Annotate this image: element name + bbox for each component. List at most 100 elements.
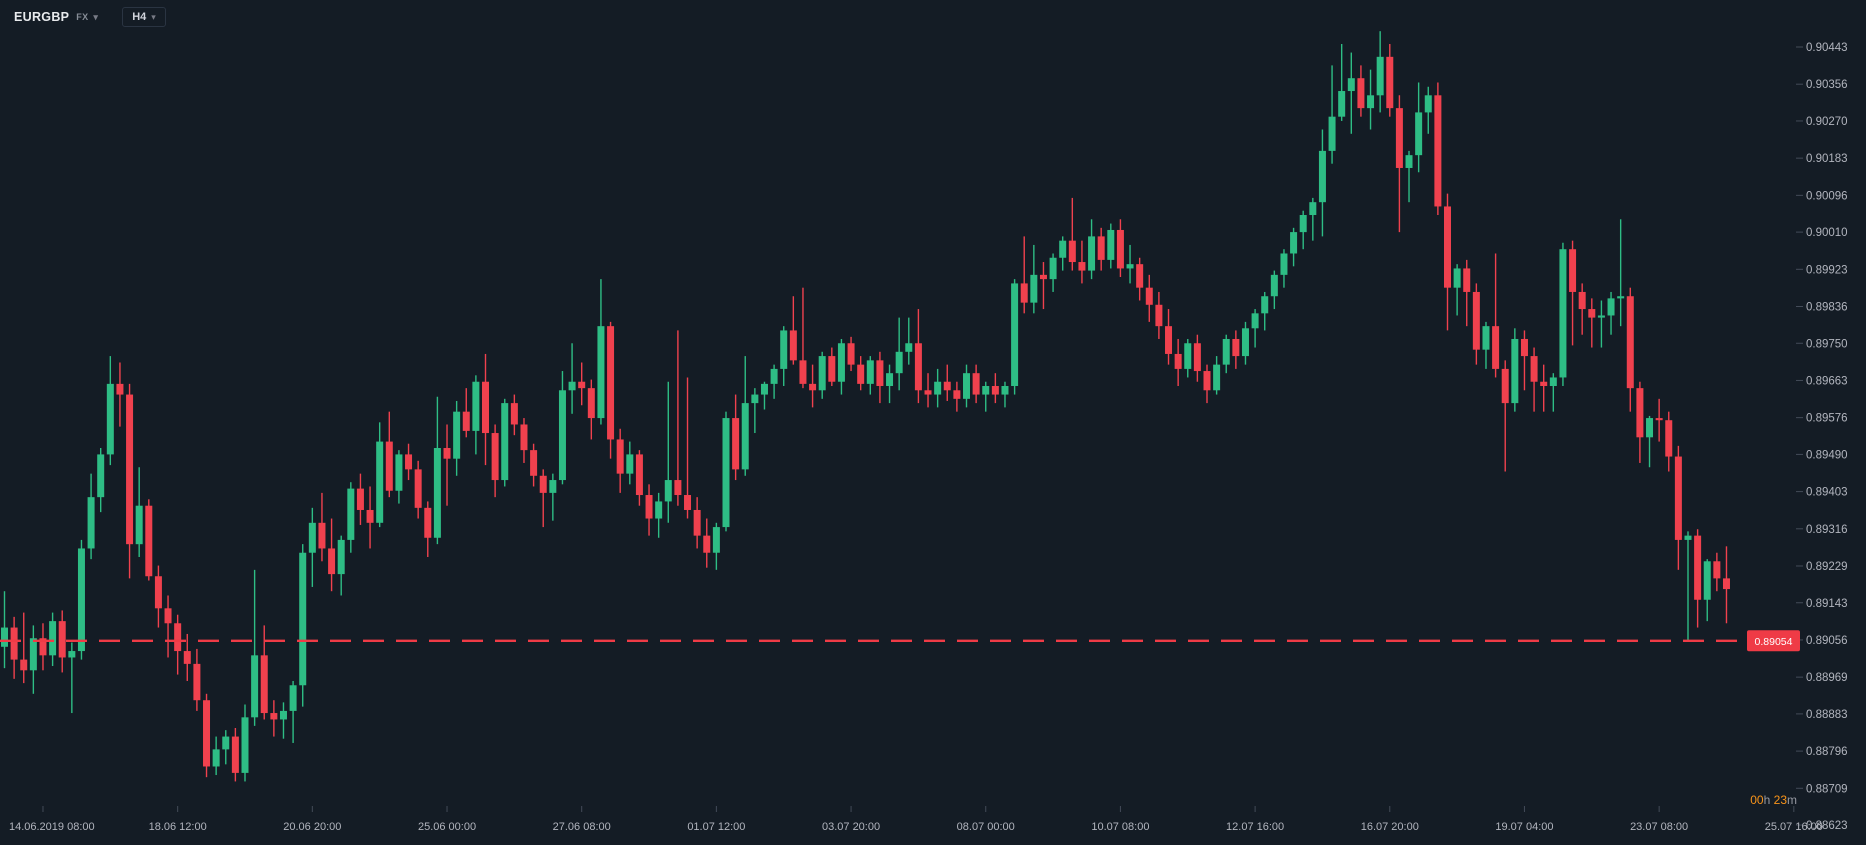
countdown-minutes-unit: m <box>1787 793 1797 807</box>
candle-body <box>1270 274 1278 297</box>
time-axis-label: 18.06 12:00 <box>149 821 207 833</box>
candle-body <box>1395 108 1403 168</box>
candle-body <box>145 505 153 577</box>
candle-body <box>818 356 826 391</box>
candle-body <box>1578 291 1586 310</box>
candle-body <box>116 383 124 395</box>
candle-body <box>1415 112 1423 156</box>
candle-body <box>424 507 432 538</box>
candle-body <box>1520 338 1528 357</box>
candle-body <box>770 368 778 384</box>
candle-body <box>1078 262 1086 271</box>
candle-body <box>491 433 499 481</box>
candle-body <box>1367 95 1375 109</box>
candle-body <box>1001 386 1009 395</box>
candle-body <box>1703 561 1711 600</box>
candle-body <box>1453 268 1461 288</box>
candle-body <box>568 381 576 391</box>
candle-body <box>501 403 509 481</box>
candle-body <box>1444 206 1451 288</box>
candle-body <box>453 411 461 459</box>
candle-body <box>1 627 8 647</box>
candle-body <box>1059 240 1067 258</box>
candle-body <box>607 326 615 440</box>
candle-body <box>1463 268 1471 292</box>
candle-body <box>97 454 105 498</box>
candle-body <box>260 655 268 714</box>
candle-body <box>1328 116 1336 151</box>
candle-body <box>857 364 865 384</box>
candle-body <box>126 394 134 545</box>
candle-body <box>1434 95 1442 207</box>
candle-body <box>1607 298 1615 316</box>
candle-body <box>1694 535 1702 600</box>
candle-body <box>203 700 211 767</box>
timeframe-selector[interactable]: H4 ▾ <box>122 7 166 27</box>
candle-body <box>376 441 384 523</box>
candle-body <box>1241 328 1249 357</box>
price-axis-label: 0.90443 <box>1806 42 1848 54</box>
candle-body <box>520 424 528 451</box>
candle-body <box>914 343 922 391</box>
price-axis[interactable]: 0.90443 0.90356 0.90270 0.90183 0.90096 0.900… <box>1796 42 1848 832</box>
price-axis-label: 0.88969 <box>1806 672 1848 684</box>
time-axis[interactable]: 14.06.2019 08:00 18.06 12:00 20.06 20:00 25… <box>9 806 1823 833</box>
price-axis-label: 0.89576 <box>1806 413 1848 425</box>
candle-body <box>1136 264 1144 288</box>
candle-body <box>1588 309 1596 318</box>
candle-body <box>789 330 797 361</box>
candle-body <box>1376 56 1384 96</box>
candle-body <box>414 469 422 508</box>
candle-body <box>77 548 85 652</box>
candle-body <box>1088 236 1096 271</box>
candle-body <box>530 450 538 476</box>
candle-body <box>279 710 287 720</box>
price-axis-label: 0.89403 <box>1806 487 1848 499</box>
price-axis-label: 0.90270 <box>1806 116 1848 128</box>
candle-body <box>87 497 95 549</box>
symbol-dropdown[interactable]: EURGBP FX ▾ <box>14 10 98 24</box>
symbol-name: EURGBP <box>14 10 70 24</box>
candle-body <box>760 383 768 395</box>
candle-body <box>655 501 663 519</box>
candle-body <box>1617 296 1625 299</box>
candle-body <box>1184 343 1192 369</box>
alert-price-text: 0.89054 <box>1755 636 1793 648</box>
candle-body <box>1039 274 1047 280</box>
candle-body <box>1665 420 1673 457</box>
candle-body <box>405 454 413 470</box>
candle-body <box>231 736 239 773</box>
candle-body <box>1232 338 1240 357</box>
candle-body <box>982 386 990 395</box>
candle-body <box>1674 456 1682 540</box>
chevron-down-icon: ▾ <box>151 11 156 22</box>
candle-body <box>1540 381 1548 387</box>
time-axis-label: 25.06 00:00 <box>418 821 476 833</box>
candle-body <box>1722 578 1730 590</box>
candle-body <box>558 390 566 481</box>
price-axis-label: 0.90356 <box>1806 79 1848 91</box>
price-axis-label: 0.89229 <box>1806 561 1848 573</box>
timeframe-label: H4 <box>132 11 147 23</box>
candle-body <box>664 480 672 502</box>
candle-body <box>828 356 836 382</box>
candle-body <box>1501 368 1509 404</box>
candle-body <box>635 454 643 496</box>
price-axis-label: 0.88796 <box>1806 746 1848 758</box>
candle-body <box>876 360 884 387</box>
candle-body <box>1290 232 1298 254</box>
candle-body <box>39 638 47 656</box>
candle-body <box>1174 353 1182 369</box>
countdown-hours: 00 <box>1750 793 1764 807</box>
candle-body <box>751 394 759 404</box>
price-axis-label: 0.88623 <box>1806 820 1848 832</box>
candle-body <box>1530 356 1538 382</box>
candle-body <box>703 535 711 553</box>
candle-body <box>1597 315 1605 318</box>
candle-body <box>924 390 932 395</box>
candle-body <box>1472 291 1480 350</box>
candle-body <box>1655 418 1663 421</box>
time-axis-label: 14.06.2019 08:00 <box>9 821 95 833</box>
